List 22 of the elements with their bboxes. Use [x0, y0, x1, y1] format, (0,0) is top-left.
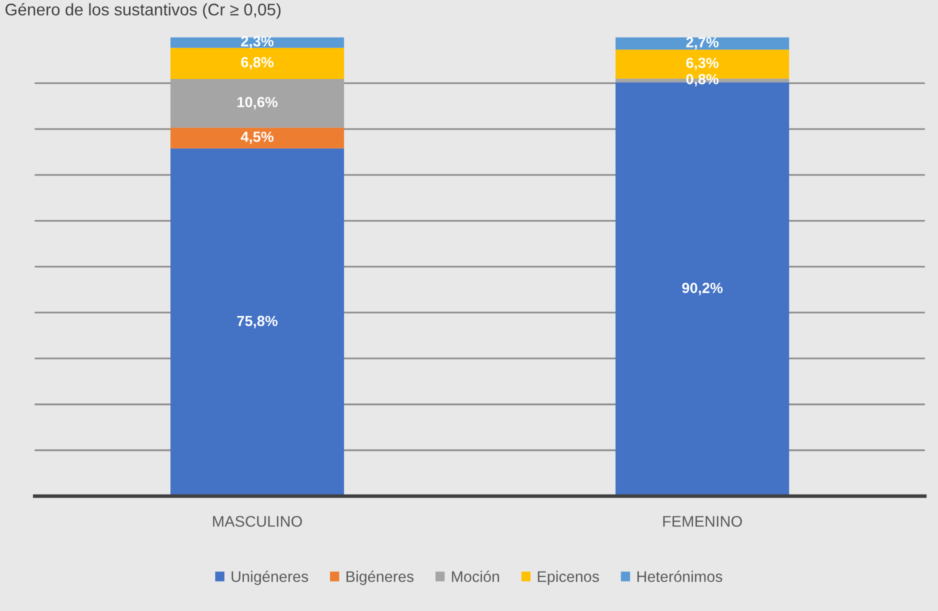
legend-label: Epicenos — [538, 570, 599, 586]
bar — [170, 128, 344, 148]
bar — [170, 148, 344, 496]
data-label: 6,8% — [241, 57, 274, 70]
legend-label: Heterónimos — [637, 570, 722, 582]
data-label: 75,8% — [237, 316, 278, 328]
data-label: 2,7% — [686, 37, 719, 50]
data-label: 4,5% — [240, 132, 274, 144]
legend-label: Bigéneres — [346, 570, 414, 586]
data-label: 2,3% — [241, 36, 274, 49]
x-tick-label: FEMENINO — [663, 516, 742, 527]
legend-label: Moción — [452, 570, 500, 582]
bar — [170, 48, 344, 80]
bar — [170, 37, 344, 48]
data-label: 10,6% — [237, 96, 278, 110]
bar — [170, 79, 344, 128]
data-label: 6,3% — [686, 58, 719, 70]
bar — [616, 37, 790, 50]
x-tick-label: MASCULINO — [213, 516, 302, 527]
chart-title: Género de los sustantivos (Cr ≥ 0,05) — [6, 3, 281, 19]
legend-label: Unigéneres — [232, 570, 308, 586]
data-label: 90,2% — [682, 282, 723, 296]
